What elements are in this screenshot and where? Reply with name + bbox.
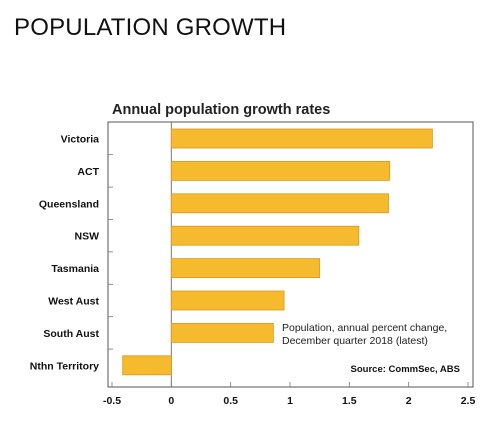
category-label: South Aust <box>43 328 99 340</box>
x-tick-label: 1.5 <box>342 395 357 407</box>
annotation-line-1: Population, annual percent change, <box>282 322 447 334</box>
chart-title: Annual population growth rates <box>112 102 330 118</box>
x-tick-label: -0.5 <box>103 395 121 407</box>
x-tick-label: 0 <box>168 395 174 407</box>
x-tick-label: 0.5 <box>223 395 238 407</box>
category-label: Nthn Territory <box>30 360 99 372</box>
x-tick-label: 2.5 <box>461 395 476 407</box>
bar-act <box>170 160 391 181</box>
bar-west-aust <box>170 290 285 311</box>
bar-tasmania <box>170 258 321 279</box>
x-tick-label: 1 <box>287 395 293 407</box>
bar-victoria <box>170 128 433 149</box>
category-label: West Aust <box>48 296 99 308</box>
category-label: NSW <box>75 231 100 243</box>
category-label: ACT <box>77 166 99 178</box>
bar-nsw <box>170 225 360 246</box>
bar-south-aust <box>170 322 274 343</box>
category-label: Victoria <box>61 134 99 146</box>
plot-frame <box>107 121 474 388</box>
bar-queensland <box>170 193 389 214</box>
category-label: Tasmania <box>51 263 99 275</box>
bar-nthn-territory <box>122 355 172 376</box>
annotation-line-2: December quarter 2018 (latest) <box>282 335 428 347</box>
category-label: Queensland <box>39 198 99 210</box>
x-tick-label: 2 <box>406 395 412 407</box>
source-note: Source: CommSec, ABS <box>351 364 460 375</box>
page-heading: POPULATION GROWTH <box>14 14 287 41</box>
